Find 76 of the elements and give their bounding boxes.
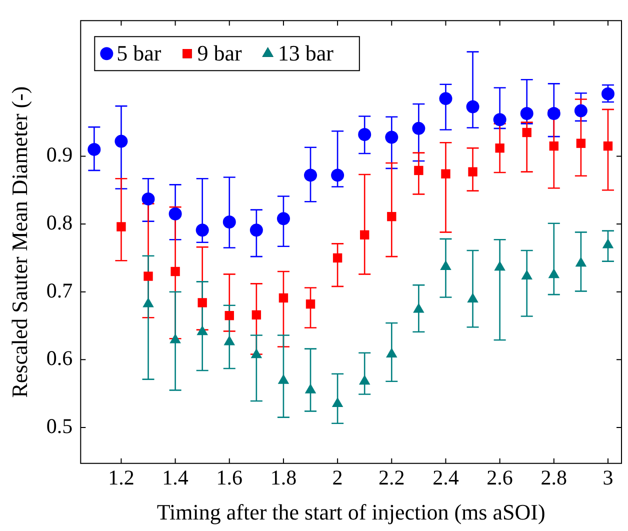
point [306,299,316,309]
point [494,260,506,271]
point [441,169,450,178]
point [412,122,426,135]
x-tick-label: 2.6 [486,466,513,490]
point [304,168,318,182]
y-tick-label: 0.6 [46,346,73,370]
point [116,222,126,232]
point [575,256,587,267]
point [547,107,560,120]
y-tick-label: 0.8 [46,210,73,235]
x-tick-label: 2.4 [432,466,460,490]
point [358,128,372,142]
point [387,212,396,222]
legend-label: 13 bar [278,40,334,66]
point [278,293,288,303]
point [358,374,370,385]
legend-label: 5 bar [116,40,162,66]
point [467,292,478,303]
point [142,298,154,308]
point [360,230,370,240]
point [114,134,128,148]
x-tick-label: 1.4 [162,466,189,490]
point [440,260,452,270]
y-tick-label: 0.5 [46,414,73,438]
x-axis-title: Timing after the start of injection (ms aSOI) [156,500,546,525]
point [278,374,290,384]
legend-label: 9 bar [197,40,243,66]
point [603,141,613,151]
point [413,302,424,313]
point [574,104,588,118]
point [250,348,262,358]
point [88,142,101,156]
point [332,253,342,263]
x-tick-label: 2 [332,466,343,490]
point [468,167,478,176]
point [466,100,480,114]
x-tick-label: 2.2 [378,466,405,490]
point [170,266,180,276]
x-tick-label: 1.8 [270,466,297,490]
point [439,92,452,106]
point [168,207,182,220]
point [386,348,398,358]
point [224,310,234,320]
x-tick-label: 1.2 [108,466,134,490]
point [142,192,155,206]
x-tick-label: 3 [602,466,614,490]
point [252,310,262,320]
y-tick-label: 0.7 [46,278,73,302]
point [493,113,506,126]
point [495,143,504,153]
point [196,224,209,237]
point [170,333,181,344]
point [250,224,263,237]
x-tick-label: 1.6 [216,466,243,490]
y-axis-title: Rescaled Sauter Mean Diameter (-) [6,86,32,398]
point [522,128,532,138]
point [576,138,586,148]
point [602,238,614,248]
x-tick-label: 2.8 [540,466,568,490]
point [331,168,344,182]
point [276,212,290,226]
point [332,397,344,407]
point [521,270,532,280]
point [549,141,558,151]
point [144,272,153,281]
point [520,107,534,120]
point [548,268,560,278]
point [196,325,208,336]
point [414,166,424,176]
point [224,336,236,346]
point [198,298,207,308]
point [304,384,316,394]
y-tick-label: 0.9 [46,142,73,167]
point [222,215,236,228]
point [385,130,398,144]
